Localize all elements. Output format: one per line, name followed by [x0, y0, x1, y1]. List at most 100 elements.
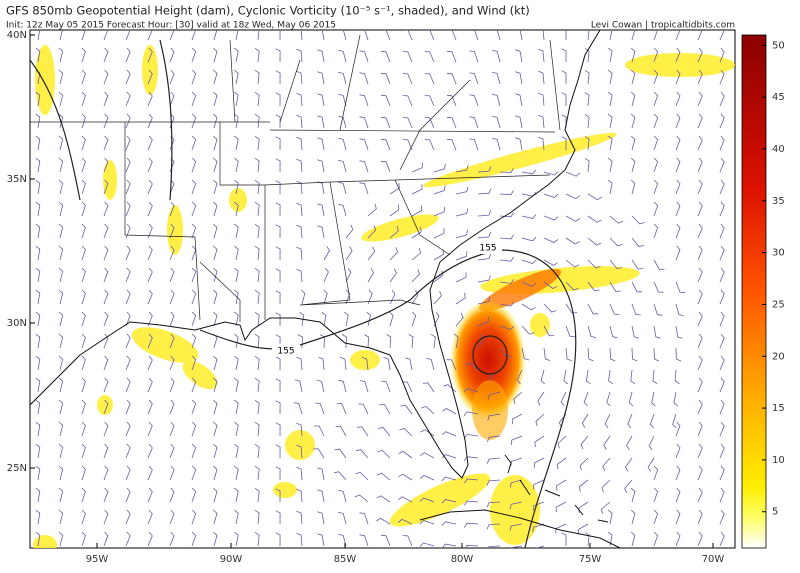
- wind-barb: [580, 435, 589, 450]
- wind-barb: [338, 511, 347, 525]
- wind-barb: [233, 47, 239, 63]
- wind-barb: [300, 30, 303, 41]
- vorticity-band: [478, 268, 562, 312]
- wind-barb: [587, 30, 590, 41]
- wind-barb: [630, 91, 636, 107]
- wind-barb: [446, 116, 457, 129]
- wind-barb: [338, 203, 347, 217]
- wind-barb: [602, 457, 611, 472]
- wind-barb: [719, 179, 725, 195]
- wind-barb: [719, 135, 725, 151]
- wind-barb: [609, 325, 618, 339]
- wind-barb: [631, 259, 644, 270]
- wind-barb: [653, 465, 659, 481]
- wind-barb: [380, 50, 391, 63]
- wind-barb: [630, 113, 636, 129]
- wind-barb: [601, 501, 611, 514]
- wind-barb: [275, 510, 281, 525]
- wind-barb: [411, 290, 419, 305]
- wind-barb: [675, 30, 681, 41]
- wind-barb: [296, 92, 303, 107]
- wind-barb: [81, 267, 86, 283]
- wind-barb: [653, 47, 659, 63]
- vorticity-tail: [472, 380, 508, 440]
- wind-barb: [609, 30, 613, 41]
- wind-barb: [653, 201, 659, 217]
- wind-barb: [254, 531, 260, 547]
- wind-barb: [487, 435, 501, 443]
- wind-barb: [275, 246, 281, 261]
- wind-barb: [35, 223, 41, 239]
- wind-barb: [697, 157, 703, 173]
- wind-barb: [609, 281, 621, 292]
- wind-barb: [653, 487, 659, 503]
- wind-barb: [81, 399, 86, 415]
- colorbar-ticks: 5 10 15 20 25 30 35 40 45 50: [762, 40, 785, 518]
- wind-barb: [275, 312, 281, 327]
- wind-barb: [420, 429, 435, 437]
- wind-barb: [367, 225, 377, 239]
- wind-barb: [719, 289, 725, 305]
- wind-barb: [125, 531, 131, 547]
- wind-barb: [275, 158, 281, 173]
- wind-barb: [367, 203, 377, 217]
- wind-barb: [35, 465, 41, 481]
- wind-barb: [35, 267, 41, 283]
- colorbar-tick-label: 25: [772, 299, 785, 310]
- wind-barb: [631, 281, 642, 293]
- wind-barb: [441, 521, 457, 527]
- wind-barb: [58, 399, 64, 415]
- wind-barb: [538, 92, 545, 107]
- wind-barb: [464, 478, 479, 484]
- wind-barb: [275, 400, 281, 415]
- wind-barb: [58, 487, 64, 503]
- wind-barb: [275, 114, 281, 129]
- wind-barb: [565, 325, 575, 338]
- wind-barb: [169, 531, 175, 547]
- wind-barb: [675, 531, 681, 547]
- wind-barb: [35, 289, 41, 305]
- wind-barb: [675, 465, 681, 481]
- wind-barb: [675, 113, 681, 129]
- wind-barb: [446, 50, 457, 63]
- wind-barb: [521, 236, 537, 242]
- wind-barb: [103, 267, 109, 283]
- wind-barb: [254, 135, 260, 151]
- wind-barb: [81, 47, 86, 63]
- wind-barb: [565, 215, 581, 222]
- wind-barb: [169, 377, 175, 393]
- wind-barb: [147, 69, 153, 85]
- wind-barb: [233, 399, 239, 415]
- wind-barb: [275, 422, 281, 437]
- wind-barb: [103, 91, 109, 107]
- wind-barb: [103, 157, 109, 173]
- wind-barb: [338, 533, 347, 547]
- wind-barb: [386, 334, 392, 349]
- wind-barb: [411, 248, 421, 261]
- wind-barb: [213, 201, 218, 217]
- wind-barb: [380, 72, 391, 85]
- wind-barb: [697, 91, 703, 107]
- wind-barb: [719, 223, 725, 239]
- wind-barb: [191, 399, 197, 415]
- wind-barb: [697, 135, 703, 151]
- wind-barb: [147, 179, 153, 195]
- wind-barb: [147, 487, 153, 503]
- wind-barb: [719, 30, 725, 41]
- wind-barb: [422, 382, 435, 393]
- wind-barb: [719, 91, 725, 107]
- wind-barb: [254, 355, 260, 371]
- wind-barb: [565, 193, 581, 200]
- wind-barb: [532, 501, 545, 511]
- wind-barb: [631, 303, 641, 316]
- wind-barb: [323, 246, 330, 261]
- wind-barb: [499, 347, 512, 358]
- wind-barb: [125, 47, 131, 63]
- wind-barb: [534, 435, 545, 448]
- wind-barb: [516, 369, 523, 385]
- wind-barb: [697, 487, 703, 503]
- wind-barb: [653, 113, 659, 129]
- wind-barb: [323, 267, 329, 283]
- wind-barb: [366, 311, 371, 327]
- wind-barb: [125, 465, 131, 481]
